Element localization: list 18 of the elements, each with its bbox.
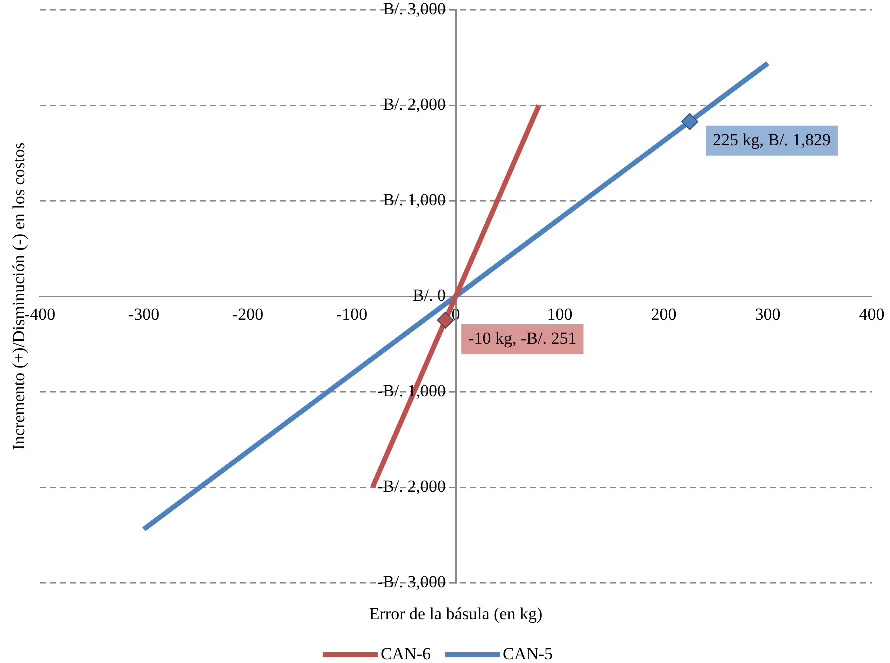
x-axis-title: Error de la básula (en kg) (369, 604, 543, 624)
legend-label: CAN-5 (503, 644, 554, 663)
annotation: 225 kg, B/. 1,829 (713, 130, 832, 150)
x-tick-label: -200 (232, 305, 264, 324)
y-tick-label: B/. 2,000 (383, 94, 446, 114)
x-tick-label: 100 (547, 305, 573, 324)
annotation: -10 kg, -B/. 251 (468, 328, 577, 348)
x-tick-label: 400 (859, 305, 885, 324)
x-tick-label: 200 (651, 305, 677, 324)
y-tick-label: -B/. 3,000 (378, 572, 446, 592)
x-tick-label: 300 (755, 305, 781, 324)
x-tick-label: -100 (336, 305, 368, 324)
y-tick-label: B/. 1,000 (383, 190, 446, 210)
y-tick-label: B/. 3,000 (383, 0, 446, 18)
y-tick-label: B/. 0 (412, 286, 446, 305)
legend-label: CAN-6 (380, 644, 432, 663)
y-tick-label: -B/. 2,000 (378, 476, 446, 496)
x-tick-label: -300 (128, 305, 160, 324)
